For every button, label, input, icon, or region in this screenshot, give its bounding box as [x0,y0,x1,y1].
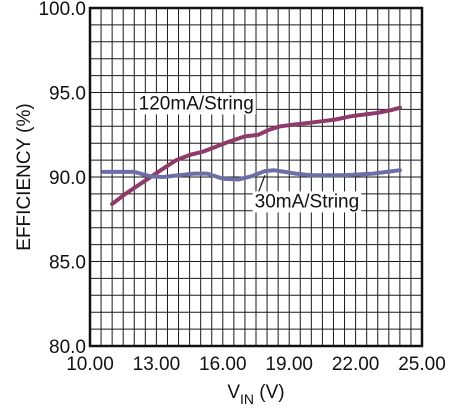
x-tick-label: 25.00 [398,354,446,375]
annotation-label: 30mA/String [255,191,360,212]
series-line-120ma [110,105,402,206]
y-tick-label: 100.0 [38,0,86,20]
x-tick-label: 22.00 [332,354,380,375]
y-tick-label: 80.0 [49,337,86,358]
x-tick-label: 13.00 [133,354,181,375]
annotation-label: 120mA/String [139,93,254,114]
series-line-30ma [101,168,402,182]
x-tick-label: 16.00 [199,354,247,375]
x-axis-label: VIN (V) [227,382,284,407]
y-axis-label: EFFICIENCY (%) [14,103,35,250]
x-axis-label-unit: (V) [254,382,285,403]
y-tick-label: 85.0 [49,253,86,274]
x-axis-label-main: V [227,382,240,403]
annotation-background [252,191,362,213]
x-axis-label-subscript: IN [240,391,254,407]
y-tick-label: 90.0 [49,168,86,189]
y-tick-label: 95.0 [49,84,86,105]
grid [90,8,422,346]
x-tick-label: 10.00 [66,354,114,375]
plot-frame [88,6,424,348]
x-tick-label: 19.00 [265,354,313,375]
annotation-background [136,93,256,115]
